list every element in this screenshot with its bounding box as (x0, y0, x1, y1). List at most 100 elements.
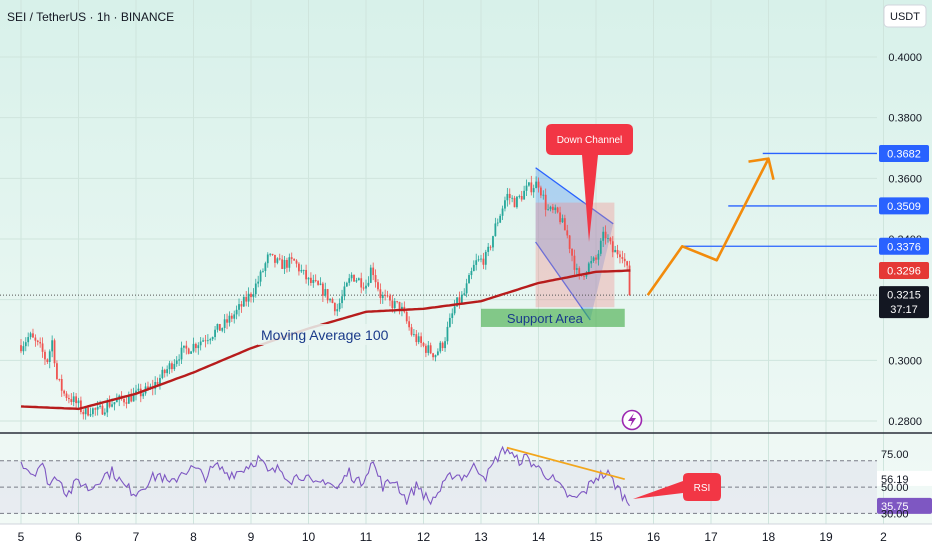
price-badge-value: 0.3682 (887, 148, 921, 160)
y-tick-label: 0.4000 (888, 52, 922, 64)
candle-body (484, 251, 487, 265)
candle-body (321, 283, 324, 296)
candle-body (211, 337, 214, 340)
candle-body (480, 258, 482, 260)
candle-body (202, 340, 204, 342)
candle-body (575, 268, 578, 270)
candle-body (427, 345, 430, 353)
candle-body (197, 345, 200, 349)
candle-body (563, 218, 566, 231)
candle-body (470, 271, 473, 276)
annotations[interactable]: Down Channel Support Area Moving Average 1… (258, 124, 633, 345)
candle-body (228, 315, 231, 323)
x-tick-label: 15 (589, 530, 603, 544)
candle-body (96, 406, 99, 410)
lightning-icon[interactable] (621, 409, 643, 431)
candle-body (233, 314, 236, 319)
candle-body (288, 257, 291, 268)
candle-body (127, 394, 130, 404)
x-tick-label: 5 (18, 530, 25, 544)
candle-body (161, 369, 164, 379)
rsi-callout[interactable] (633, 473, 721, 501)
candle-body (504, 200, 506, 209)
candle-body (82, 412, 85, 415)
candle-body (475, 260, 478, 265)
candle-body (290, 257, 293, 259)
candle-body (307, 277, 310, 280)
chart-grid (0, 0, 884, 524)
channel-lower-line[interactable] (535, 241, 591, 321)
candle-body (312, 280, 315, 283)
projection-line[interactable] (646, 158, 770, 296)
candle-body (499, 215, 502, 223)
candle-body (111, 404, 113, 407)
support-area-box[interactable] (481, 308, 625, 327)
down-channel-callout[interactable] (546, 124, 633, 242)
candle-body (530, 182, 533, 193)
rsi-ma-badge (877, 470, 932, 486)
candle-body (436, 351, 439, 356)
x-tick-label: 10 (302, 530, 316, 544)
candle-body (326, 289, 329, 301)
candle-body (379, 289, 382, 299)
projection-path[interactable] (646, 157, 775, 296)
candle-body (544, 194, 547, 210)
candle-body (238, 304, 240, 310)
rsi-divergence-line[interactable] (506, 446, 625, 481)
candle-body (547, 209, 549, 210)
candle-body (446, 326, 449, 342)
candle-body (89, 414, 92, 416)
candle-body (410, 327, 413, 335)
candle-body (357, 278, 360, 281)
candle-body (65, 393, 68, 399)
currency-button[interactable]: USDT (883, 4, 927, 28)
candle-body (274, 254, 276, 263)
candle-body (247, 293, 250, 302)
candle-body (250, 293, 252, 298)
candle-body (159, 378, 161, 385)
candle-body (537, 181, 540, 188)
candle-body (137, 388, 140, 391)
rsi-axis-label: 75.00 (881, 449, 909, 461)
candle-body (206, 340, 209, 342)
x-tick-label: 14 (532, 530, 546, 544)
candle-body (314, 280, 317, 282)
candle-body (595, 257, 597, 260)
candle-body (171, 363, 173, 370)
candle-body (254, 283, 257, 295)
candle-body (604, 231, 607, 239)
rsi-axis-label: 50.00 (881, 482, 909, 494)
candle-body (199, 341, 202, 346)
candle-body (180, 347, 183, 360)
candle-body (619, 254, 621, 258)
candle-body (178, 359, 181, 361)
candle-body (53, 340, 56, 364)
candle-body (355, 280, 358, 282)
candle-body (60, 379, 63, 391)
price-badge-value: 0.3509 (887, 201, 921, 213)
symbol-title[interactable]: SEI / TetherUS · 1h · BINANCE (7, 10, 174, 24)
candle-body (309, 277, 312, 283)
candle-body (216, 324, 219, 330)
candle-body (444, 341, 446, 349)
time-axis[interactable] (0, 524, 932, 550)
candle-body (281, 259, 284, 269)
candle-body (163, 369, 166, 374)
candle-body (29, 333, 32, 338)
price-badge-value: 0.3376 (887, 241, 921, 253)
candle-body (168, 363, 171, 370)
price-level-lines[interactable] (0, 152, 877, 296)
channel-upper-line[interactable] (535, 167, 614, 225)
candle-body (94, 408, 97, 410)
candle-body (551, 206, 554, 211)
candle-body (333, 302, 336, 312)
candle-body (115, 399, 118, 403)
candle-body (439, 342, 442, 352)
candle-body (75, 396, 78, 404)
candle-body (369, 267, 372, 283)
candle-body (103, 412, 106, 415)
candle-body (101, 405, 104, 415)
candle-body (56, 363, 58, 380)
